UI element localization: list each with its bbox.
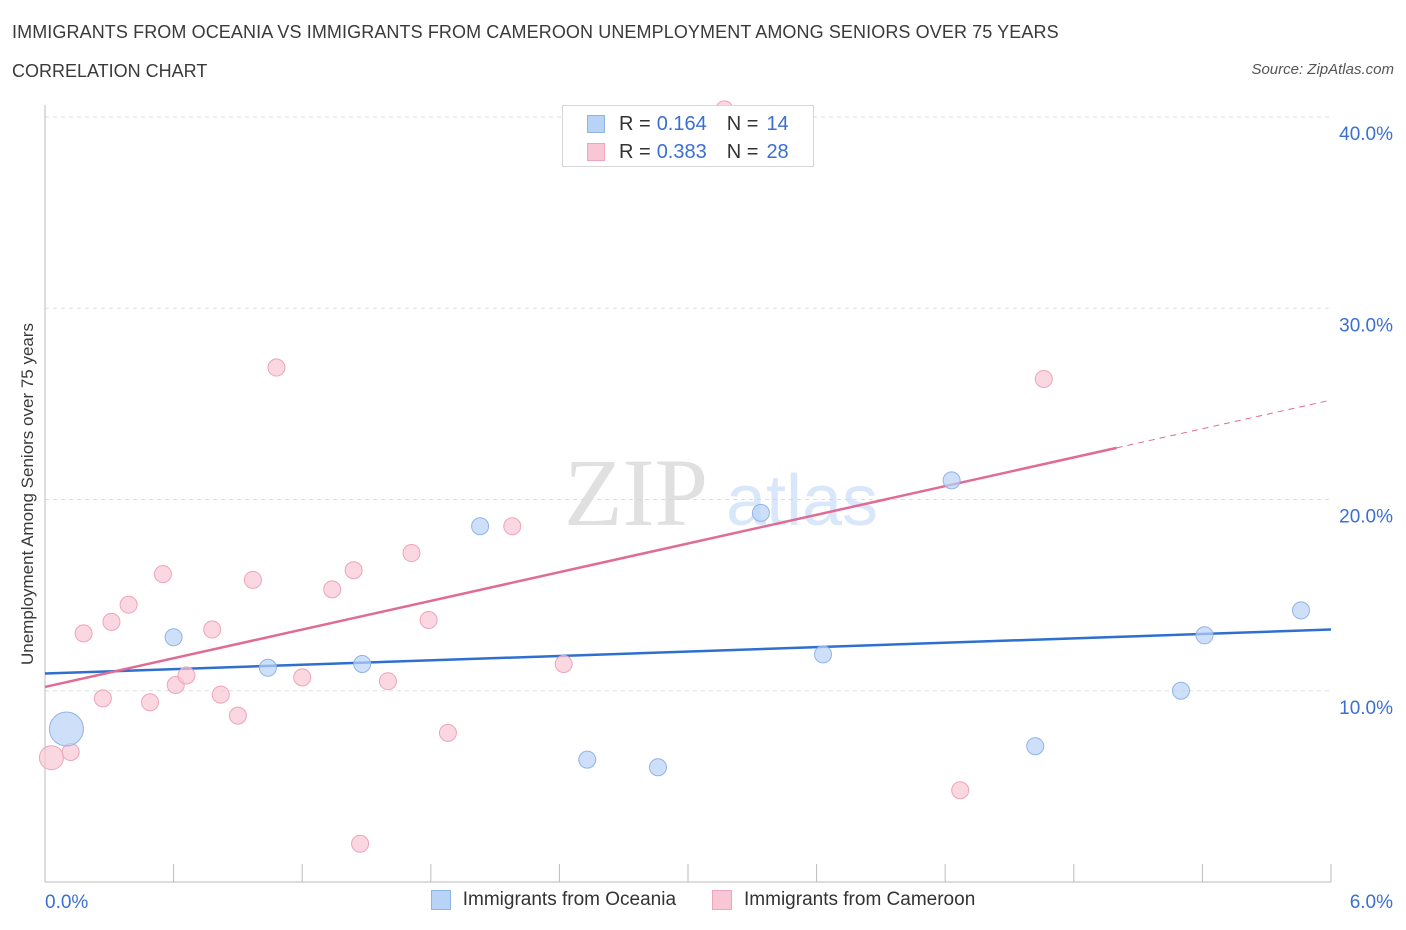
legend-label-oceania: Immigrants from Oceania (462, 889, 677, 910)
legend-r-value: 0.164 (656, 112, 707, 135)
cameroon-point (38, 745, 64, 771)
watermark-zip: ZIP (564, 439, 708, 546)
chart-subtitle: CORRELATION CHART (12, 61, 208, 81)
grid-lines (45, 116, 1331, 692)
series-legend: Immigrants from Oceania Immigrants from … (0, 889, 1406, 911)
oceania-point (814, 645, 833, 664)
oceania-point (48, 711, 84, 747)
cameroon-point (419, 610, 438, 629)
x-tick-label: 0.0% (45, 892, 88, 913)
cameroon-point (378, 672, 397, 691)
legend-swatch-oceania (587, 115, 605, 133)
legend-item-cameroon: Immigrants from Cameroon (712, 889, 975, 911)
cameroon-point (102, 612, 121, 631)
oceania-point (578, 750, 597, 769)
cameroon-point (951, 781, 970, 800)
y-tick-label: 30.0% (1339, 315, 1393, 336)
oceania-point (1171, 681, 1190, 700)
cameroon-point (74, 624, 93, 643)
legend-n-value: 14 (766, 112, 789, 135)
cameroon-point (153, 565, 172, 584)
cameroon-point (1034, 370, 1053, 389)
cameroon-point (203, 620, 222, 639)
oceania-point (648, 758, 667, 777)
legend-swatch-oceania (430, 890, 451, 910)
oceania-point (942, 471, 961, 490)
cameroon-point (119, 595, 138, 614)
cameroon-trend-line (44, 446, 1117, 689)
cameroon-point (211, 685, 230, 704)
cameroon-point (293, 668, 312, 687)
y-tick-label: 40.0% (1339, 124, 1393, 145)
oceania-point (353, 654, 372, 673)
oceania-point (1026, 737, 1045, 756)
tick-labels: 10.0% 20.0% 30.0% 40.0% 0.0% 6.0% (45, 124, 1393, 913)
correlation-legend: R = 0.164 N = 14 R = 0.383 N = 28 (562, 105, 814, 167)
chart-title: IMMIGRANTS FROM OCEANIA VS IMMIGRANTS FR… (12, 22, 1059, 42)
legend-swatch-cameroon (712, 890, 733, 910)
chart-source: Source: ZipAtlas.com (1251, 61, 1394, 78)
cameroon-point (554, 654, 573, 673)
legend-row-oceania: R = 0.164 N = 14 (587, 113, 789, 135)
oceania-point (258, 658, 277, 677)
cameroon-point (344, 561, 363, 580)
legend-row-cameroon: R = 0.383 N = 28 (587, 141, 789, 163)
oceania-point (164, 628, 183, 647)
legend-r-label: R = (619, 140, 651, 163)
legend-n-label: N = (726, 112, 759, 135)
cameroon-trend-extension (1116, 399, 1332, 449)
legend-item-oceania: Immigrants from Oceania (430, 889, 677, 911)
cameroon-point (402, 544, 421, 563)
cameroon-point (323, 580, 342, 599)
cameroon-point (141, 693, 160, 712)
cameroon-point (228, 706, 247, 725)
oceania-point (1195, 626, 1214, 645)
legend-label-cameroon: Immigrants from Cameroon (744, 889, 976, 910)
cameroon-point (503, 517, 522, 536)
cameroon-point (267, 358, 286, 377)
cameroon-point (438, 723, 457, 742)
cameroon-point (177, 666, 196, 685)
cameroon-point (93, 689, 112, 708)
legend-n-label: N = (726, 140, 759, 163)
cameroon-point (243, 570, 262, 589)
legend-r-label: R = (619, 112, 651, 135)
legend-r-value: 0.383 (656, 140, 707, 163)
cameroon-point (351, 834, 370, 853)
oceania-trend-line (44, 628, 1332, 675)
oceania-point (1291, 601, 1310, 620)
watermark-atlas: atlas (726, 461, 878, 541)
oceania-point (751, 503, 770, 522)
legend-n-value: 28 (766, 140, 789, 163)
legend-swatch-cameroon (587, 143, 605, 161)
y-tick-label: 20.0% (1339, 507, 1393, 528)
oceania-point (471, 517, 490, 536)
y-tick-label: 10.0% (1339, 698, 1393, 719)
x-tick-label: 6.0% (1350, 892, 1393, 913)
watermark: ZIP atlas (564, 439, 878, 546)
